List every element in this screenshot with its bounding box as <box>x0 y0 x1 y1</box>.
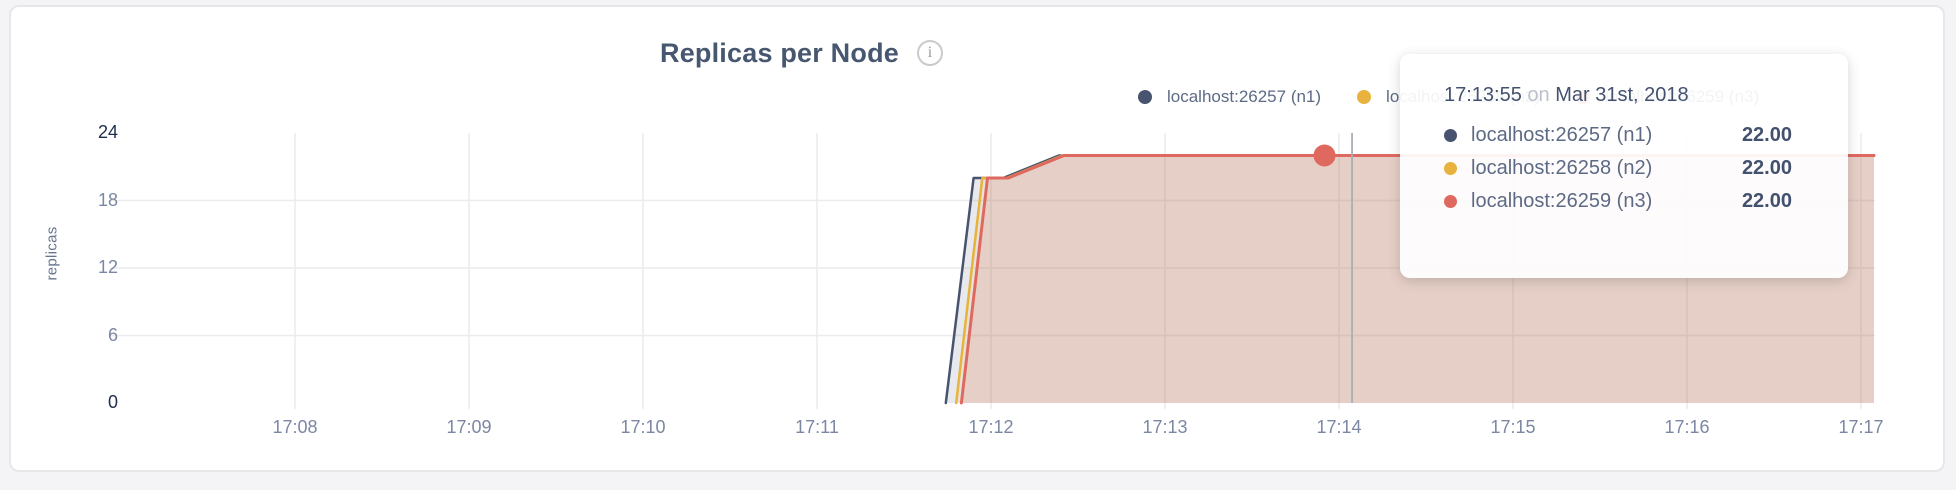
x-tick-label: 17:12 <box>968 417 1014 437</box>
tooltip-series-n2: localhost:26258 (n2) <box>1471 157 1653 179</box>
hover-point <box>1313 144 1336 167</box>
y-tick-label: 12 <box>97 257 118 277</box>
x-tick-label: 17:10 <box>620 417 666 437</box>
chart-header: Replicas per Node i <box>660 33 943 73</box>
tooltip-row: localhost:26257 (n1) 22.00 <box>1444 119 1792 152</box>
hover-tooltip: 17:13:55 on Mar 31st, 2018 localhost:262… <box>1400 54 1848 278</box>
tooltip-row: localhost:26258 (n2) 22.00 <box>1444 152 1792 185</box>
tooltip-value-n1: 22.00 <box>1741 124 1792 146</box>
tooltip-dot-n3 <box>1444 195 1457 208</box>
x-tick-label: 17:08 <box>272 417 318 437</box>
tooltip-series-n3: localhost:26259 (n3) <box>1471 190 1653 212</box>
x-tick-label: 17:14 <box>1316 417 1362 437</box>
tooltip-timestamp: 17:13:55 on Mar 31st, 2018 <box>1444 84 1792 107</box>
x-tick-label: 17:16 <box>1664 417 1710 437</box>
chart-title: Replicas per Node <box>660 37 899 68</box>
legend-label-n1: localhost:26257 (n1) <box>1167 87 1322 106</box>
tooltip-value-n3: 22.00 <box>1741 190 1792 212</box>
x-tick-label: 17:09 <box>446 417 492 437</box>
y-tick-label: 18 <box>97 189 118 210</box>
x-tick-label: 17:15 <box>1490 417 1536 437</box>
tooltip-separator: on <box>1527 84 1550 106</box>
tooltip-value-n2: 22.00 <box>1741 157 1792 179</box>
y-tick-label: 0 <box>107 392 118 412</box>
x-tick-label: 17:17 <box>1838 417 1884 437</box>
legend-dot-n1 <box>1138 90 1152 104</box>
y-tick-label: 6 <box>107 324 118 345</box>
x-tick-label: 17:13 <box>1142 417 1188 437</box>
tooltip-dot-n1 <box>1444 129 1457 142</box>
info-icon[interactable]: i <box>916 40 943 66</box>
tooltip-row: localhost:26259 (n3) 22.00 <box>1444 185 1792 218</box>
legend-dot-n2 <box>1357 90 1372 104</box>
tooltip-date: Mar 31st, 2018 <box>1555 84 1689 106</box>
tooltip-series-n1: localhost:26257 (n1) <box>1471 124 1653 146</box>
legend-item-n1[interactable]: localhost:26257 (n1) <box>1138 87 1321 107</box>
x-tick-label: 17:11 <box>795 417 839 437</box>
y-tick-label: 24 <box>97 122 118 142</box>
tooltip-time: 17:13:55 <box>1444 84 1522 106</box>
tooltip-dot-n2 <box>1444 162 1457 175</box>
